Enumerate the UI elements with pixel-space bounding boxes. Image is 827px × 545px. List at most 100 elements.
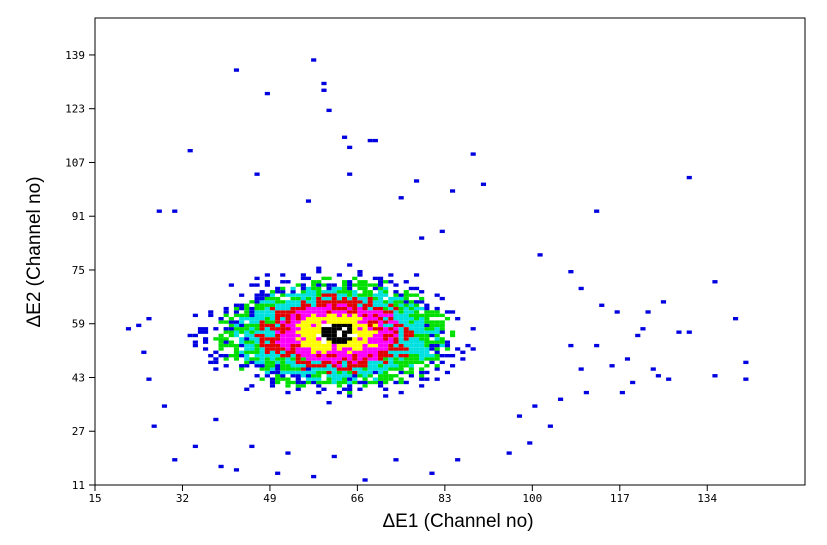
density-cell-level-2 [228, 333, 234, 338]
density-cell-level-6 [347, 340, 353, 344]
density-cell-level-3 [424, 350, 430, 354]
density-cell-level-1 [311, 380, 317, 385]
density-cell-level-2 [326, 380, 332, 385]
density-cell-level-6 [342, 343, 348, 348]
density-cell-level-2 [342, 280, 348, 284]
density-cell-level-1 [378, 380, 384, 385]
density-cell-outlier [249, 444, 255, 449]
density-cell-level-4 [403, 333, 409, 338]
density-cell-level-2 [269, 320, 276, 324]
density-cell-level-3 [331, 367, 337, 371]
density-cell-level-3 [254, 360, 260, 365]
density-cell-level-6 [305, 340, 312, 344]
density-cell-level-1 [362, 380, 368, 385]
density-cell-level-7 [326, 337, 332, 341]
density-cell-outlier [429, 471, 435, 475]
density-cell-level-5 [316, 357, 322, 361]
density-cell-level-1 [439, 330, 445, 334]
density-cell-level-4 [295, 343, 301, 348]
density-cell-level-6 [316, 317, 322, 321]
density-cell-level-3 [429, 330, 435, 334]
density-cell-level-5 [388, 320, 394, 324]
density-cell-level-3 [367, 364, 373, 368]
density-cell-level-1 [419, 300, 425, 304]
density-cell-level-4 [285, 320, 291, 324]
density-cell-level-2 [429, 323, 435, 328]
density-cell-level-3 [378, 300, 384, 304]
density-cell-level-5 [362, 354, 368, 358]
density-cell-level-1 [223, 354, 229, 358]
density-cell-level-4 [275, 337, 281, 341]
density-cell-level-2 [347, 293, 353, 297]
density-cell-level-2 [290, 380, 296, 385]
density-cell-level-4 [305, 360, 312, 365]
density-cell-level-2 [424, 320, 430, 324]
density-cell-level-6 [372, 323, 378, 328]
density-cell-level-6 [331, 317, 337, 321]
density-cell-level-1 [254, 293, 260, 297]
density-cell-level-5 [285, 347, 291, 351]
density-cell-level-2 [233, 357, 240, 361]
density-cell-outlier [686, 330, 692, 334]
density-cell-level-4 [326, 293, 332, 297]
density-cell-level-4 [316, 296, 322, 301]
density-cell-level-3 [305, 370, 312, 375]
density-cell-level-1 [233, 320, 240, 324]
density-cell-level-1 [264, 273, 270, 277]
density-cell-level-2 [347, 290, 353, 294]
density-cell-level-6 [295, 330, 301, 334]
density-cell-level-1 [249, 360, 255, 365]
density-cell-level-3 [414, 347, 420, 351]
density-cell-level-3 [383, 317, 389, 321]
density-cell-level-3 [259, 300, 265, 304]
density-cell-level-3 [408, 303, 414, 307]
density-cell-level-6 [357, 347, 363, 351]
density-cell-level-3 [393, 350, 399, 354]
density-cell-level-6 [347, 350, 353, 354]
density-cell-level-3 [378, 360, 384, 365]
density-cell-level-4 [331, 306, 337, 311]
density-cell-level-5 [383, 313, 389, 318]
density-cell-level-3 [414, 343, 420, 348]
density-cell-level-3 [326, 364, 332, 368]
density-cell-level-4 [331, 303, 337, 307]
density-cell-level-5 [378, 337, 384, 341]
density-cell-level-4 [383, 350, 389, 354]
x-tick-label: 49 [263, 492, 276, 505]
density-cell-level-2 [378, 377, 384, 381]
density-cell-level-5 [311, 310, 317, 314]
density-cell-level-2 [398, 306, 404, 311]
density-cell-level-4 [321, 293, 327, 297]
density-cell-level-1 [424, 323, 430, 328]
density-cell-level-5 [285, 340, 291, 344]
density-cell-level-3 [383, 323, 389, 328]
density-cell-level-2 [429, 313, 435, 318]
density-cell-level-3 [352, 377, 358, 381]
density-cell-level-3 [342, 364, 348, 368]
density-cell-level-1 [372, 276, 378, 281]
density-cell-level-5 [295, 310, 301, 314]
density-cell-level-5 [367, 310, 373, 314]
density-cell-outlier [686, 175, 692, 180]
density-cell-level-3 [290, 360, 296, 365]
density-cell-level-3 [305, 286, 312, 291]
density-cell-level-1 [208, 354, 214, 358]
density-cell-level-4 [259, 320, 265, 324]
density-cell-level-2 [357, 293, 363, 297]
density-cell-outlier [342, 135, 348, 139]
density-cell-level-5 [362, 343, 368, 348]
density-cell-outlier [640, 327, 646, 331]
density-cell-level-1 [239, 303, 245, 307]
density-cell-level-3 [439, 343, 445, 348]
density-cell-level-1 [450, 354, 456, 358]
density-cell-level-4 [372, 306, 378, 311]
density-cell-level-4 [295, 360, 301, 365]
density-cell-level-3 [300, 374, 306, 378]
density-cell-level-6 [300, 343, 306, 348]
density-cell-level-2 [419, 374, 425, 378]
density-cell-level-2 [254, 323, 260, 328]
density-cell-level-2 [393, 300, 399, 304]
density-cell-level-1 [414, 273, 420, 277]
density-cell-level-5 [290, 337, 296, 341]
density-cell-level-3 [285, 306, 291, 311]
